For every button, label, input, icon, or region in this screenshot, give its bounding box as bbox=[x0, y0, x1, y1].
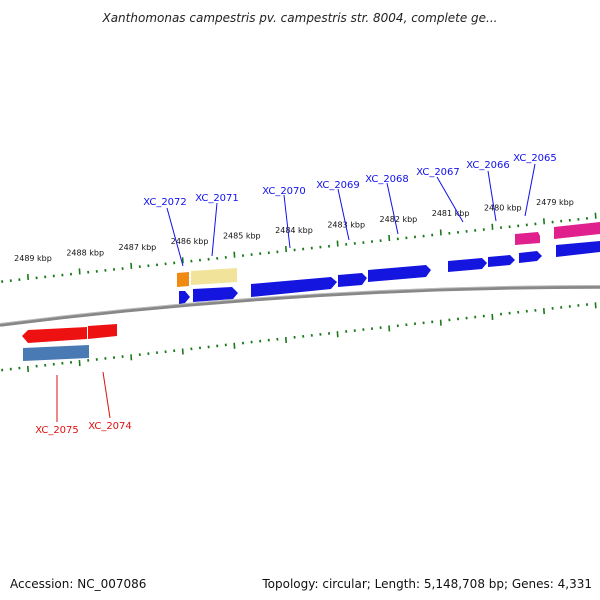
xc2072-gene[interactable] bbox=[179, 291, 190, 304]
steelblue-feature[interactable] bbox=[23, 345, 89, 361]
blue-feature-right[interactable] bbox=[556, 241, 600, 257]
gene-label[interactable]: XC_2072 bbox=[143, 197, 187, 208]
gene-labels: XC_2072 XC_2071 XC_2070 XC_2069 XC_2068 … bbox=[35, 153, 557, 436]
reverse-strand-features bbox=[22, 324, 117, 361]
magenta-feature-1[interactable] bbox=[515, 232, 540, 245]
kbp-label: 2479 kbp bbox=[536, 198, 574, 207]
genome-backbone bbox=[0, 285, 600, 327]
kbp-label: 2484 kbp bbox=[275, 226, 313, 235]
xc2068-gene[interactable] bbox=[368, 265, 431, 282]
accession-label: Accession: NC_007086 bbox=[10, 577, 147, 591]
gene-label[interactable]: XC_2071 bbox=[195, 193, 239, 204]
gene-label[interactable]: XC_2066 bbox=[466, 160, 510, 171]
tan-feature[interactable] bbox=[191, 268, 237, 285]
gene-label[interactable]: XC_2069 bbox=[316, 180, 360, 191]
kbp-scale-labels: 2489 kbp 2488 kbp 2487 kbp 2486 kbp 2485 kbp… bbox=[14, 198, 574, 263]
xc2067-gene[interactable] bbox=[448, 258, 487, 272]
kbp-label: 2485 kbp bbox=[223, 232, 261, 241]
xc2070-gene[interactable] bbox=[251, 277, 337, 297]
map-title: Xanthomonas campestris pv. campestris st… bbox=[102, 11, 498, 25]
gene-label[interactable]: XC_2070 bbox=[262, 186, 306, 197]
outer-tick-ring bbox=[1, 212, 597, 283]
gene-label[interactable]: XC_2075 bbox=[35, 425, 79, 436]
xc2065-gene[interactable] bbox=[519, 251, 542, 263]
kbp-label: 2481 kbp bbox=[432, 209, 470, 218]
magenta-feature-2[interactable] bbox=[554, 222, 600, 239]
gene-label[interactable]: XC_2065 bbox=[513, 153, 557, 164]
genome-stats: Topology: circular; Length: 5,148,708 bp… bbox=[262, 577, 592, 591]
label-leaders bbox=[56, 163, 536, 422]
kbp-label: 2487 kbp bbox=[119, 243, 157, 252]
xc2066-gene[interactable] bbox=[488, 255, 515, 267]
xc2075-gene[interactable] bbox=[22, 327, 87, 343]
kbp-label: 2489 kbp bbox=[14, 254, 52, 263]
forward-strand-features bbox=[177, 222, 600, 304]
gene-label[interactable]: XC_2074 bbox=[88, 421, 132, 432]
gene-label[interactable]: XC_2067 bbox=[416, 167, 460, 178]
kbp-label: 2482 kbp bbox=[380, 215, 418, 224]
xc2074-gene[interactable] bbox=[88, 324, 117, 339]
orange-feature[interactable] bbox=[177, 272, 189, 287]
gene-label[interactable]: XC_2068 bbox=[365, 174, 409, 185]
kbp-label: 2488 kbp bbox=[66, 248, 104, 257]
xc2071-gene[interactable] bbox=[193, 287, 238, 302]
inner-tick-ring bbox=[1, 302, 597, 372]
xc2069-gene[interactable] bbox=[338, 273, 367, 287]
kbp-label: 2480 kbp bbox=[484, 204, 522, 213]
kbp-label: 2486 kbp bbox=[171, 237, 209, 246]
